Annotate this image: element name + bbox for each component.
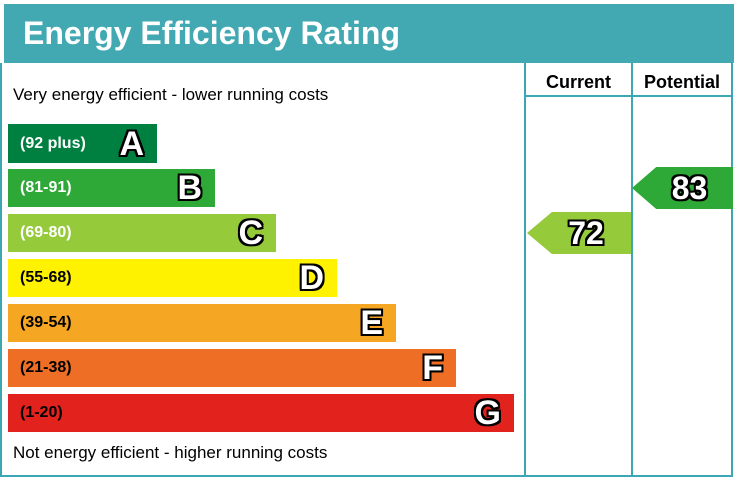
band-d-letter: D <box>299 259 324 297</box>
frame-bottom-border <box>0 475 733 477</box>
frame-right-border <box>731 63 733 477</box>
potential-rating-arrow: 83 <box>632 167 733 209</box>
potential-column-header: Potential <box>643 71 720 92</box>
band-g-letter: G <box>474 394 501 432</box>
current-column-divider <box>524 63 526 475</box>
band-f: (21-38) F <box>8 349 456 387</box>
band-f-range: (21-38) <box>20 359 72 376</box>
band-e: (39-54) E <box>8 304 396 342</box>
potential-column-divider <box>631 63 633 475</box>
bottom-caption: Not energy efficient - higher running co… <box>13 443 328 462</box>
band-c-letter: C <box>238 214 263 252</box>
band-d: (55-68) D <box>8 259 337 297</box>
potential-rating-value: 83 <box>671 169 708 206</box>
band-c: (69-80) C <box>8 214 276 252</box>
current-column-header: Current <box>545 71 611 92</box>
band-c-range: (69-80) <box>20 224 72 241</box>
header-underline <box>524 95 733 97</box>
band-f-letter: F <box>422 349 443 387</box>
top-caption: Very energy efficient - lower running co… <box>13 85 329 104</box>
band-g: (1-20) G <box>8 394 514 432</box>
current-rating-arrow: 72 <box>527 212 631 254</box>
band-b-range: (81-91) <box>20 179 72 196</box>
band-b: (81-91) B <box>8 169 215 207</box>
band-a: (92 plus) A <box>8 124 157 163</box>
title-bar: Energy Efficiency Rating <box>4 4 734 63</box>
band-g-range: (1-20) <box>20 404 63 421</box>
current-rating-value: 72 <box>568 214 604 251</box>
band-e-range: (39-54) <box>20 314 72 331</box>
band-e-letter: E <box>360 304 383 342</box>
band-d-range: (55-68) <box>20 269 72 286</box>
frame-left-border <box>0 63 2 477</box>
band-a-range: (92 plus) <box>20 134 86 152</box>
page-title: Energy Efficiency Rating <box>23 15 400 51</box>
band-b-letter: B <box>177 169 202 207</box>
band-a-letter: A <box>119 124 144 163</box>
